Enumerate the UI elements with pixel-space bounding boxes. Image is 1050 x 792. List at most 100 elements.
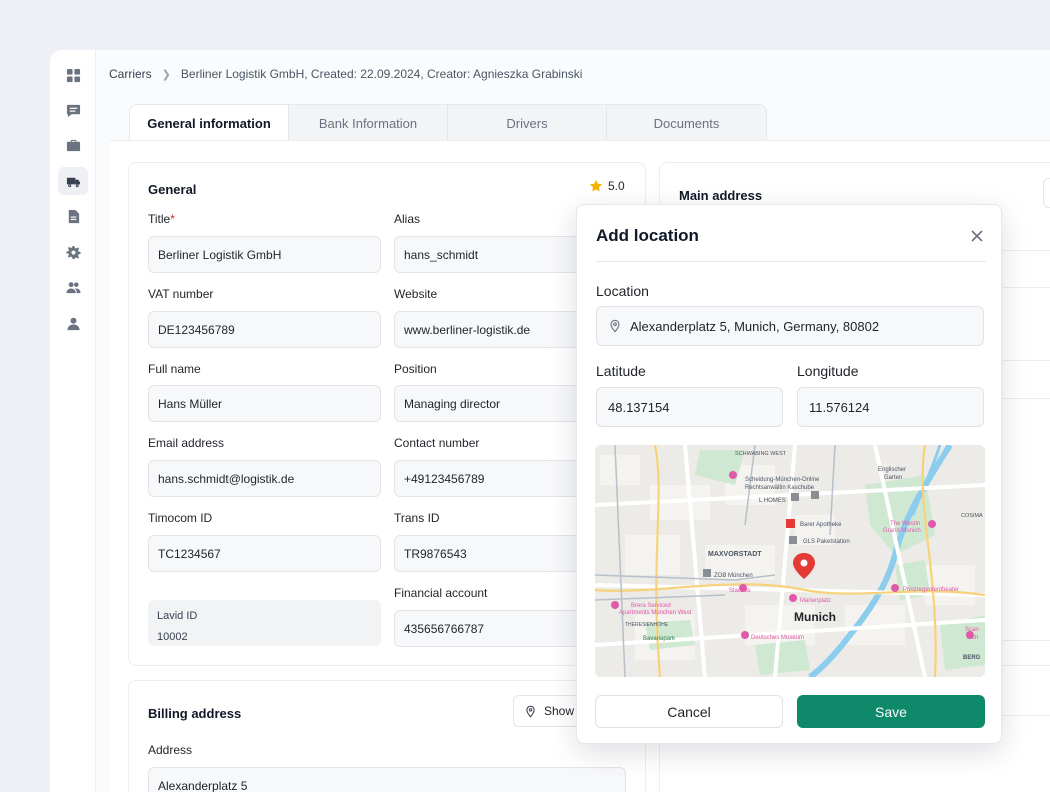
svg-text:COSIMA: COSIMA: [961, 513, 983, 519]
vat-input[interactable]: DE123456789: [148, 311, 381, 348]
sidebar-item-team[interactable]: [58, 273, 88, 301]
email-label: Email address: [148, 436, 225, 450]
tab-general-information[interactable]: General information: [130, 105, 289, 140]
location-label: Location: [596, 283, 649, 299]
lavid-box: Lavid ID 10002: [148, 600, 381, 646]
save-button[interactable]: Save: [797, 695, 985, 728]
chat-icon: [66, 104, 80, 117]
tab-bar: General information Bank Information Dri…: [129, 104, 767, 140]
general-title: General: [148, 182, 197, 197]
sidebar-item-carriers[interactable]: [58, 167, 88, 195]
timocom-label: Timocom ID: [148, 511, 213, 525]
financial-label: Financial account: [394, 586, 488, 600]
main-address-title: Main address: [679, 188, 763, 203]
website-input[interactable]: www.berliner-logistik.de: [394, 311, 584, 348]
location-input[interactable]: Alexanderplatz 5, Munich, Germany, 80802: [596, 306, 984, 346]
svg-text:GLS Paketstation: GLS Paketstation: [803, 539, 850, 545]
svg-text:The Westin: The Westin: [890, 521, 920, 527]
location-map[interactable]: SCHWABING WEST Scheidung-München-Online …: [595, 445, 985, 677]
position-input[interactable]: Managing director: [394, 385, 584, 422]
latitude-input[interactable]: 48.137154: [596, 387, 783, 427]
svg-text:Munich: Munich: [794, 610, 836, 624]
svg-text:BERG: BERG: [963, 655, 981, 661]
svg-text:Scan: Scan: [965, 627, 979, 633]
breadcrumb-current: Berliner Logistik GmbH, Created: 22.09.2…: [180, 67, 583, 81]
map-pin-icon: [526, 705, 535, 718]
title-input[interactable]: Berliner Logistik GmbH: [148, 236, 381, 273]
dashboard-icon: [66, 68, 80, 82]
map-canvas[interactable]: SCHWABING WEST Scheidung-München-Online …: [595, 445, 985, 677]
close-button[interactable]: [966, 225, 988, 247]
svg-text:THERESIENHÖHE: THERESIENHÖHE: [625, 621, 669, 628]
sidebar-item-profile[interactable]: [58, 309, 88, 337]
rating-value: 5.0: [608, 179, 625, 193]
divider: [980, 360, 1050, 361]
users-icon: [65, 281, 81, 293]
svg-text:Garten: Garten: [884, 475, 902, 481]
rating: 5.0: [589, 179, 625, 193]
svg-text:Bavariapark: Bavariapark: [643, 636, 676, 642]
svg-text:Englischer: Englischer: [878, 467, 906, 473]
svg-text:MAXVORSTADT: MAXVORSTADT: [708, 551, 762, 558]
star-icon: [589, 179, 603, 192]
svg-text:Prinzregententheater: Prinzregententheater: [903, 587, 959, 593]
show-label: Show: [544, 704, 575, 718]
close-icon: [971, 230, 983, 242]
contact-input[interactable]: +49123456789: [394, 460, 584, 497]
position-label: Position: [394, 362, 437, 376]
divider: [980, 250, 1050, 251]
divider: [980, 287, 1050, 288]
tab-bank-information[interactable]: Bank Information: [289, 105, 448, 140]
svg-text:Deutsches Museum: Deutsches Museum: [751, 635, 804, 641]
breadcrumb-carriers-link[interactable]: Carriers: [109, 67, 152, 81]
svg-text:Scheidung-München-Online: Scheidung-München-Online: [745, 477, 820, 483]
sidebar-item-dashboard[interactable]: [58, 61, 88, 89]
alias-input[interactable]: hans_schmidt: [394, 236, 584, 273]
divider: [980, 640, 1050, 641]
sidebar-item-messages[interactable]: [58, 96, 88, 124]
financial-input[interactable]: 435656766787: [394, 610, 584, 647]
alias-label: Alias: [394, 212, 421, 226]
divider: [980, 398, 1050, 399]
website-label: Website: [394, 287, 438, 301]
billing-address-input[interactable]: Alexanderplatz 5: [148, 767, 626, 792]
tab-drivers[interactable]: Drivers: [448, 105, 607, 140]
sidebar-item-settings[interactable]: [58, 238, 88, 266]
svg-text:Brera Serviced: Brera Serviced: [631, 603, 671, 609]
sidebar-item-documents[interactable]: [58, 202, 88, 230]
svg-text:Barer Apotheke: Barer Apotheke: [800, 522, 842, 528]
modal-divider: [596, 261, 986, 262]
svg-text:Marienplatz: Marienplatz: [800, 598, 831, 604]
full-name-input[interactable]: Hans Müller: [148, 385, 381, 422]
vat-label: VAT number: [148, 287, 214, 301]
tab-documents[interactable]: Documents: [653, 115, 720, 131]
location-pin-icon: [793, 553, 815, 579]
lavid-label: Lavid ID: [157, 610, 198, 622]
user-icon: [66, 317, 80, 330]
briefcase-icon: [66, 139, 80, 151]
svg-text:Rechtsanwältin Kaschube: Rechtsanwältin Kaschube: [745, 485, 815, 491]
billing-address-label: Address: [148, 743, 193, 757]
breadcrumb: Carriers ❯ Berliner Logistik GmbH, Creat…: [109, 67, 582, 81]
svg-text:Apartments München West: Apartments München West: [619, 610, 692, 616]
svg-text:Stachus: Stachus: [729, 588, 751, 594]
cancel-button[interactable]: Cancel: [595, 695, 783, 728]
sidebar-item-orders[interactable]: [58, 131, 88, 159]
main-address-action[interactable]: [1043, 178, 1050, 208]
trans-input[interactable]: TR9876543: [394, 535, 584, 572]
truck-icon: [66, 177, 80, 187]
email-input[interactable]: hans.schmidt@logistik.de: [148, 460, 381, 497]
title-label: Title*: [148, 212, 175, 226]
document-icon: [68, 209, 79, 223]
longitude-input[interactable]: 11.576124: [797, 387, 984, 427]
lavid-value: 10002: [157, 631, 188, 643]
settings-icon: [65, 245, 81, 259]
full-name-label: Full name: [148, 362, 201, 376]
timocom-input[interactable]: TC1234567: [148, 535, 381, 572]
longitude-label: Longitude: [797, 363, 859, 379]
svg-text:SCHWABING WEST: SCHWABING WEST: [735, 451, 787, 457]
modal-title: Add location: [596, 226, 699, 245]
divider: [980, 715, 1050, 716]
svg-text:Mch: Mch: [967, 635, 978, 641]
map-pin-icon: [610, 319, 620, 333]
